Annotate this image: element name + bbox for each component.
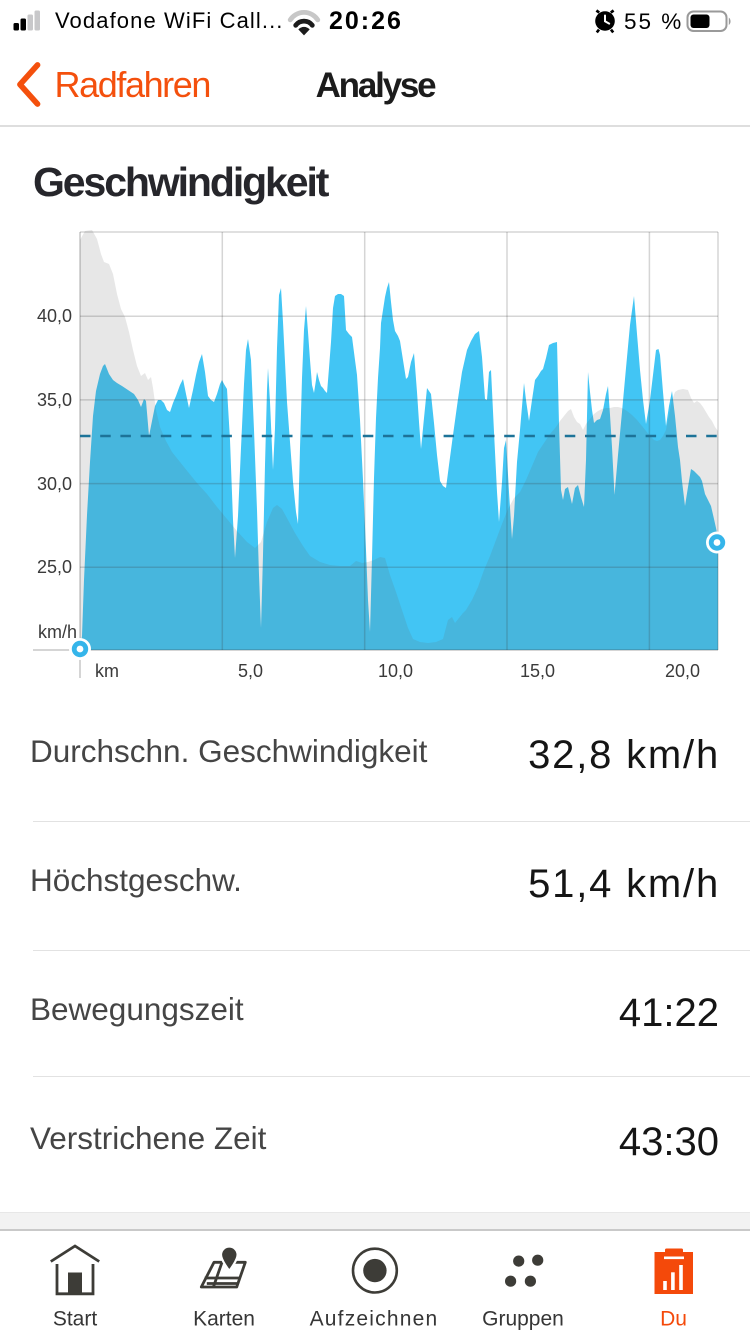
svg-text:5,0: 5,0 <box>238 661 263 681</box>
svg-text:10,0: 10,0 <box>378 661 413 681</box>
svg-text:Aufzeichnen: Aufzeichnen <box>310 1308 439 1331</box>
svg-text:Gruppen: Gruppen <box>482 1308 564 1331</box>
svg-text:40,0: 40,0 <box>37 306 72 326</box>
svg-text:Vodafone WiFi Call...: Vodafone WiFi Call... <box>55 8 284 33</box>
svg-text:20,0: 20,0 <box>665 661 700 681</box>
svg-text:Start: Start <box>53 1308 98 1331</box>
svg-text:35,0: 35,0 <box>37 390 72 410</box>
svg-text:25,0: 25,0 <box>37 557 72 577</box>
svg-text:30,0: 30,0 <box>37 474 72 494</box>
svg-text:km/h: km/h <box>38 622 77 642</box>
svg-text:15,0: 15,0 <box>520 661 555 681</box>
svg-text:km: km <box>95 661 119 681</box>
svg-text:20:26: 20:26 <box>329 7 403 35</box>
svg-text:55 %: 55 % <box>624 9 683 34</box>
svg-text:Karten: Karten <box>193 1308 255 1331</box>
svg-text:Du: Du <box>660 1308 687 1331</box>
